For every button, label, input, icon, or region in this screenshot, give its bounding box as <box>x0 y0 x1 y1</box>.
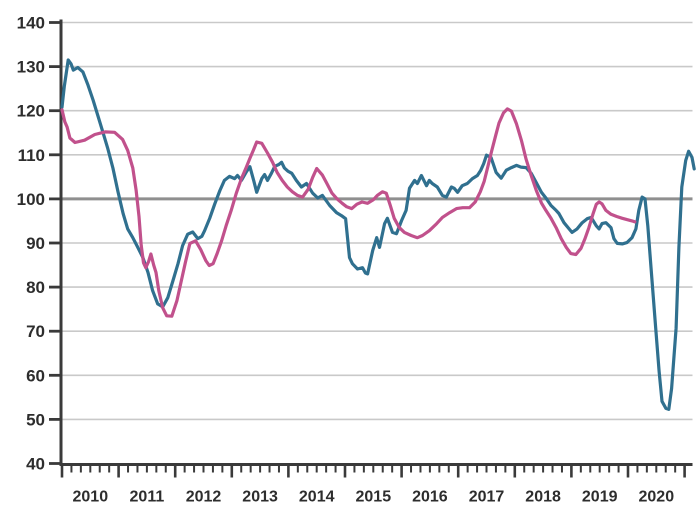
x-year-label-2017: 2017 <box>469 489 505 506</box>
x-year-label-2018: 2018 <box>525 489 561 506</box>
y-tick-label-60: 60 <box>26 366 45 385</box>
y-tick-label-50: 50 <box>26 410 45 429</box>
y-tick-label-70: 70 <box>26 322 45 341</box>
x-year-label-2010: 2010 <box>73 489 109 506</box>
pink-line <box>60 107 637 318</box>
y-tick-label-120: 120 <box>17 102 45 121</box>
x-year-label-2014: 2014 <box>299 489 335 506</box>
y-tick-label-110: 110 <box>18 146 45 165</box>
x-year-label-2015: 2015 <box>356 489 392 506</box>
x-year-label-2013: 2013 <box>242 489 278 506</box>
tick-marks <box>49 21 686 478</box>
y-tick-label-90: 90 <box>26 234 45 253</box>
x-year-label-2012: 2012 <box>186 489 222 506</box>
y-tick-label-80: 80 <box>26 278 45 297</box>
x-year-label-2016: 2016 <box>412 489 448 506</box>
x-year-label-2019: 2019 <box>582 489 618 506</box>
y-tick-label-100: 100 <box>17 190 45 209</box>
y-tick-label-40: 40 <box>26 455 45 474</box>
data-series <box>60 58 696 411</box>
gridlines <box>62 21 693 421</box>
x-year-label-2020: 2020 <box>639 489 675 506</box>
teal-line <box>60 58 696 411</box>
y-tick-label-140: 140 <box>17 14 45 33</box>
x-year-label-2011: 2011 <box>130 489 165 506</box>
axis-labels: 40 50 60 70 80 90 100 110 120 130 140 2010 2011 2012 2… <box>17 14 675 506</box>
y-tick-label-130: 130 <box>17 58 45 77</box>
